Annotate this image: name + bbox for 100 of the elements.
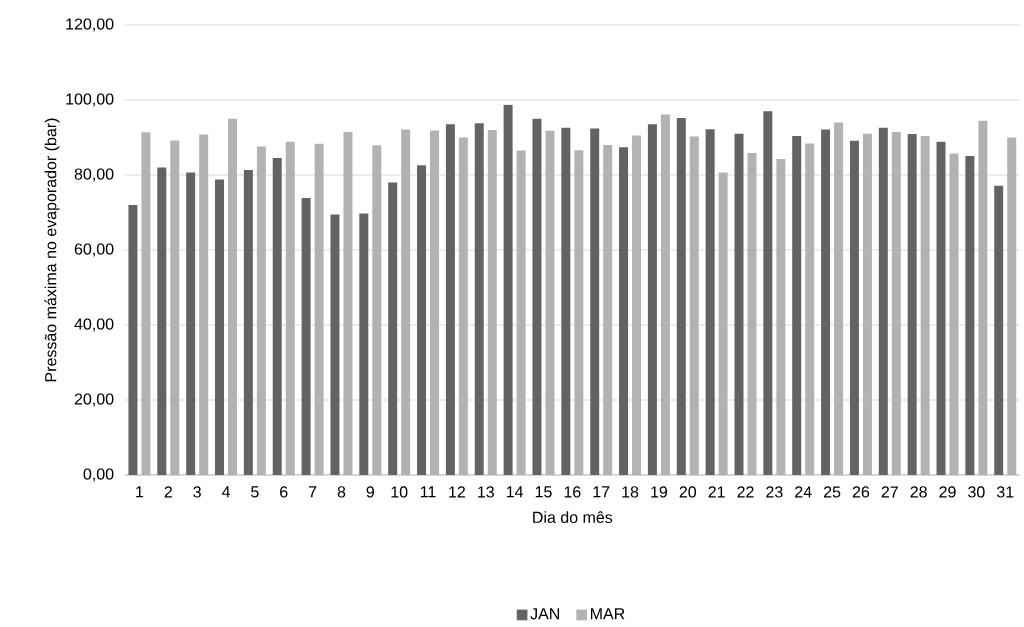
x-tick-label: 4 xyxy=(221,486,230,498)
x-tick-label: 6 xyxy=(280,486,288,498)
bar xyxy=(834,122,844,475)
x-tick-label: 31 xyxy=(996,486,1014,498)
bar xyxy=(474,123,484,475)
x-tick-label: 28 xyxy=(910,486,927,498)
x-tick-label: 10 xyxy=(391,486,408,498)
x-tick-label: 5 xyxy=(251,486,259,498)
bar xyxy=(157,167,167,475)
bar xyxy=(994,185,1004,475)
bar xyxy=(272,158,282,475)
bar xyxy=(372,145,382,475)
bar xyxy=(734,133,744,475)
bar xyxy=(689,136,699,475)
bar xyxy=(603,145,613,475)
legend-label: MAR xyxy=(590,608,625,620)
x-tick-label: 20 xyxy=(679,486,697,498)
y-tick-label: 100,00 xyxy=(66,93,114,107)
bar xyxy=(516,150,526,475)
bar xyxy=(128,205,138,475)
bar xyxy=(776,158,786,475)
x-tick-label: 8 xyxy=(337,486,346,498)
bar xyxy=(965,155,975,475)
bar xyxy=(805,143,815,475)
bar xyxy=(792,136,802,475)
bar xyxy=(907,134,917,475)
bar xyxy=(401,129,411,475)
bar xyxy=(647,124,657,475)
x-tick-label: 27 xyxy=(881,486,898,498)
x-axis-title: Dia do mês xyxy=(533,511,613,524)
x-tick-label: 19 xyxy=(651,486,668,498)
y-tick-label: 40,00 xyxy=(74,318,114,332)
bar xyxy=(141,132,151,475)
bar xyxy=(215,179,225,475)
bar xyxy=(417,165,427,475)
bar xyxy=(920,136,930,475)
x-tick-label: 18 xyxy=(622,486,639,498)
y-tick-label: 120,00 xyxy=(66,18,114,32)
x-tick-label: 9 xyxy=(366,486,374,498)
x-tick-label: 7 xyxy=(308,486,317,498)
bar xyxy=(430,130,440,475)
bar xyxy=(301,197,311,475)
bar xyxy=(343,131,353,475)
x-tick-label: 16 xyxy=(564,486,581,498)
x-tick-label: 3 xyxy=(193,486,201,498)
x-tick-label: 24 xyxy=(795,486,812,498)
bar xyxy=(503,104,513,475)
x-tick-label: 14 xyxy=(506,486,524,498)
y-tick-label: 0,00 xyxy=(83,468,114,482)
bar xyxy=(170,140,180,475)
bar xyxy=(590,128,600,475)
bar xyxy=(763,111,773,475)
bar xyxy=(1007,137,1017,475)
bar xyxy=(243,170,253,475)
x-tick-label: 30 xyxy=(968,486,985,498)
bar xyxy=(936,141,946,475)
x-tick-label: 1 xyxy=(136,486,144,498)
bar xyxy=(705,129,715,475)
bar xyxy=(330,214,340,475)
x-tick-label: 2 xyxy=(164,486,172,498)
x-tick-label: 22 xyxy=(737,486,754,498)
bar xyxy=(849,140,859,475)
x-tick-label: 21 xyxy=(708,486,725,498)
bar xyxy=(660,114,670,475)
bar xyxy=(978,120,988,475)
bar xyxy=(458,137,468,475)
x-tick-label: 23 xyxy=(766,486,783,498)
x-tick-label: 29 xyxy=(939,486,956,498)
x-tick-label: 26 xyxy=(852,486,870,498)
y-tick-label: 80,00 xyxy=(74,168,114,182)
bar xyxy=(388,182,398,475)
legend-label: JAN xyxy=(530,608,560,620)
bar xyxy=(314,143,324,475)
bar xyxy=(632,135,642,475)
x-tick-label: 25 xyxy=(823,486,841,498)
bar xyxy=(574,150,584,475)
bar xyxy=(532,118,542,475)
x-tick-label: 15 xyxy=(535,486,552,498)
x-tick-label: 12 xyxy=(449,486,465,498)
bar xyxy=(445,124,455,475)
y-axis-title: Pressão máxima no evaporador (bar) xyxy=(44,118,60,382)
bar xyxy=(862,133,872,475)
bar xyxy=(676,118,686,475)
bar xyxy=(487,130,497,475)
bar xyxy=(878,127,888,475)
bar xyxy=(821,129,831,475)
x-tick-label: 13 xyxy=(478,486,494,498)
bar xyxy=(228,118,238,475)
y-tick-label: 20,00 xyxy=(74,393,114,407)
bar xyxy=(256,146,266,475)
bar xyxy=(891,131,901,475)
x-tick-label: 11 xyxy=(420,486,436,498)
bar xyxy=(285,141,295,475)
bar xyxy=(949,153,959,475)
bar xyxy=(545,130,555,475)
bar xyxy=(747,152,757,475)
bar xyxy=(619,147,629,475)
bar xyxy=(199,134,209,475)
y-tick-label: 60,00 xyxy=(74,243,114,257)
x-tick-label: 17 xyxy=(593,486,610,498)
